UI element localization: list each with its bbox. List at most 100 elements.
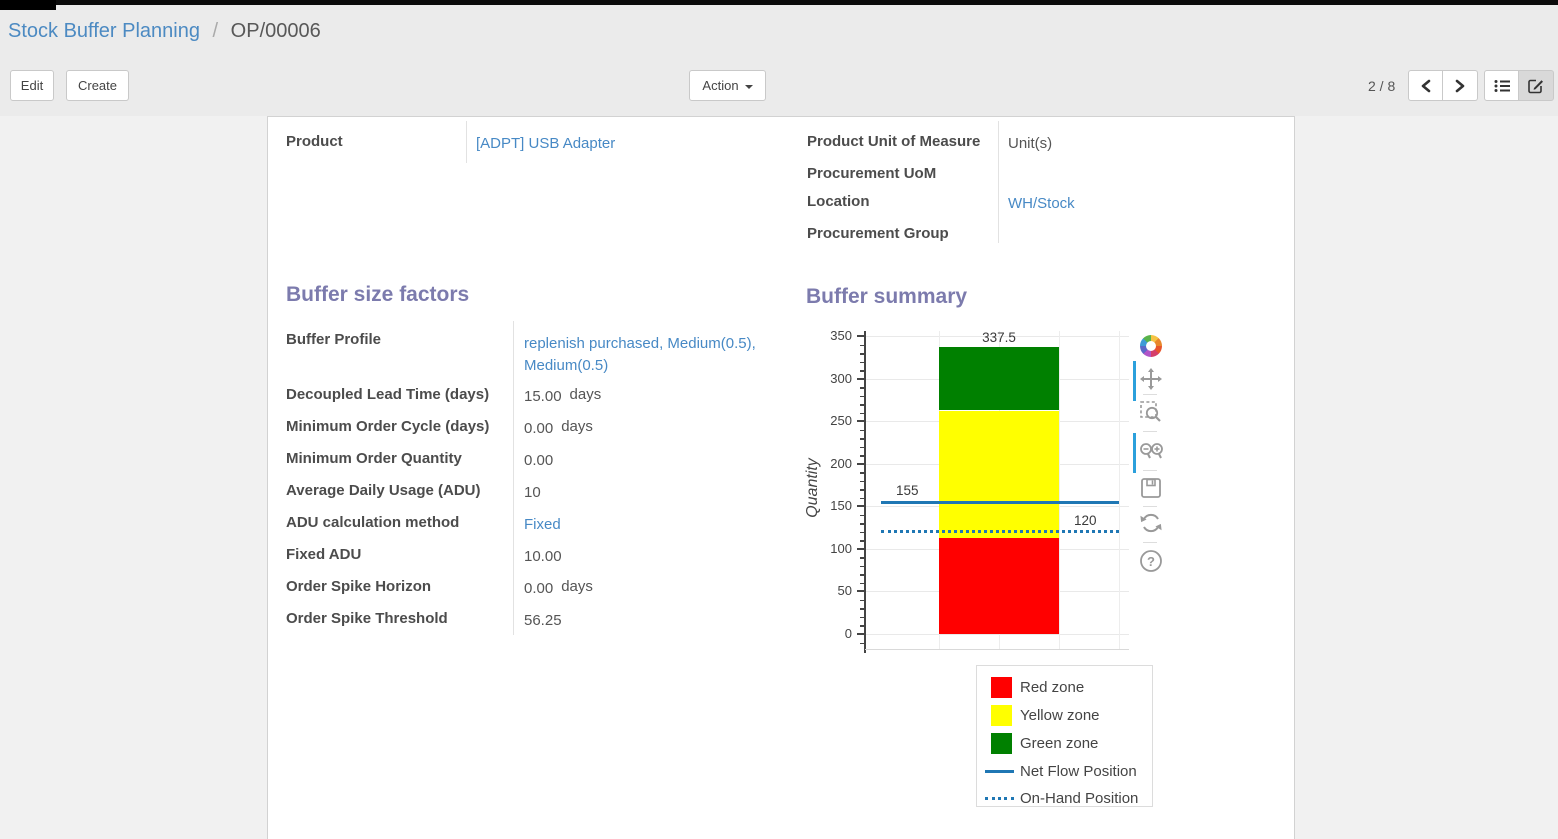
- buffer-size-factors-title: Buffer size factors: [286, 283, 470, 306]
- y-axis-line: [864, 331, 866, 653]
- y-minor-tick: [860, 565, 865, 568]
- legend-item-4[interactable]: On-Hand Position: [977, 786, 1154, 812]
- y-axis-title: Quantity: [804, 458, 821, 518]
- y-minor-tick: [860, 438, 865, 440]
- zoom-in-out-icon[interactable]: [1138, 438, 1164, 464]
- create-button[interactable]: Create: [66, 70, 129, 101]
- factor-label-2: Minimum Order Cycle (days): [286, 418, 490, 435]
- view-switcher: [1484, 70, 1554, 101]
- legend-label-1: Yellow zone: [1020, 707, 1100, 724]
- y-minor-tick: [860, 455, 865, 457]
- zoom-box-icon[interactable]: [1138, 399, 1164, 425]
- y-minor-tick: [860, 472, 865, 474]
- legend-swatch-0: [991, 677, 1012, 698]
- edit-form-icon: [1528, 79, 1543, 93]
- factor-value-suffix-1: days: [569, 386, 602, 403]
- pager-next-button[interactable]: [1443, 70, 1478, 101]
- field-value-2[interactable]: WH/Stock: [1008, 195, 1075, 212]
- reset-axes-icon[interactable]: [1138, 510, 1164, 536]
- save-icon[interactable]: [1138, 475, 1164, 501]
- pan-icon[interactable]: [1138, 366, 1164, 392]
- help-icon[interactable]: ?: [1138, 548, 1164, 574]
- factor-label-8: Order Spike Threshold: [286, 610, 448, 627]
- y-major-tick: [857, 633, 865, 635]
- product-value-link[interactable]: [ADPT] USB Adapter: [476, 135, 616, 152]
- on-hand-line: [881, 530, 1119, 534]
- top-nav-bar: [0, 0, 1558, 5]
- y-minor-tick: [860, 480, 865, 483]
- form-sheet: Product [ADPT] USB Adapter Product Unit …: [267, 116, 1295, 839]
- y-tick-label: 100: [830, 540, 852, 556]
- chevron-down-icon: [744, 84, 753, 89]
- action-button-label: Action: [702, 78, 739, 93]
- y-tick-label: 300: [830, 370, 852, 386]
- y-major-tick: [857, 505, 865, 508]
- pager-previous-button[interactable]: [1408, 70, 1443, 101]
- legend-item-1[interactable]: Yellow zone: [977, 703, 1154, 729]
- x-gridline: [1119, 331, 1120, 649]
- legend-label-4: On-Hand Position: [1020, 790, 1139, 807]
- legend-label-0: Red zone: [1020, 679, 1085, 696]
- factor-value-4: 10: [524, 484, 541, 501]
- y-minor-tick: [860, 361, 865, 364]
- factor-value-0[interactable]: replenish purchased, Medium(0.5), Medium…: [524, 335, 756, 374]
- legend-item-3[interactable]: Net Flow Position: [977, 759, 1154, 785]
- list-view-button[interactable]: [1484, 70, 1519, 101]
- factor-value-suffix-7: days: [561, 578, 593, 595]
- y-minor-tick: [860, 608, 865, 610]
- y-major-tick: [857, 377, 865, 380]
- column-separator: [998, 121, 999, 243]
- y-minor-tick: [860, 353, 865, 355]
- y-tick-label: 0: [844, 626, 852, 641]
- chart-legend: Red zone Yellow zone Green zone Net Flow Po…: [976, 665, 1153, 807]
- action-button[interactable]: Action: [689, 70, 766, 101]
- y-major-tick: [857, 462, 865, 465]
- y-minor-tick: [860, 489, 865, 491]
- y-tick-label: 200: [830, 455, 852, 471]
- y-minor-tick: [860, 404, 865, 406]
- factor-value-suffix-2: days: [561, 418, 593, 435]
- legend-swatch-3: [985, 770, 1014, 773]
- y-minor-tick: [860, 557, 865, 559]
- chevron-right-icon: [1455, 79, 1465, 92]
- factor-value-3: 0.00: [524, 452, 554, 469]
- y-major-tick: [857, 590, 865, 593]
- y-major-tick: [857, 420, 865, 423]
- edit-button[interactable]: Edit: [10, 70, 54, 101]
- y-minor-tick: [860, 497, 865, 500]
- legend-item-2[interactable]: Green zone: [977, 731, 1154, 757]
- factor-label-0: Buffer Profile: [286, 331, 382, 348]
- header-band: [0, 0, 1558, 116]
- form-view-button[interactable]: [1519, 70, 1554, 101]
- y-tick-label: 50: [837, 583, 852, 599]
- y-minor-tick: [860, 446, 865, 449]
- field-label-0: Product Unit of Measure: [807, 133, 981, 150]
- factor-label-1: Decoupled Lead Time (days): [286, 386, 490, 403]
- factor-value-7: 0.00 days: [524, 578, 593, 597]
- factor-label-3: Minimum Order Quantity: [286, 450, 462, 467]
- y-minor-tick: [860, 387, 865, 389]
- y-minor-tick: [860, 616, 865, 619]
- column-separator: [466, 121, 467, 163]
- factor-label-6: Fixed ADU: [286, 546, 362, 563]
- factor-value-8: 56.25: [524, 612, 562, 629]
- modebar-active-bar: [1133, 433, 1136, 473]
- factor-value-5[interactable]: Fixed: [524, 516, 561, 533]
- product-label: Product: [286, 133, 343, 150]
- y-minor-tick: [860, 370, 865, 372]
- y-major-tick: [857, 335, 865, 337]
- top-nav-active-tab: [0, 0, 56, 10]
- modebar-divider: [1143, 542, 1157, 543]
- field-value-0: Unit(s): [1008, 135, 1053, 152]
- factor-value-1: 15.00 days: [524, 386, 602, 405]
- plotly-logo-icon[interactable]: [1138, 333, 1164, 359]
- y-minor-tick: [860, 540, 865, 542]
- breadcrumb-link[interactable]: Stock Buffer Planning: [8, 20, 200, 42]
- y-minor-tick: [860, 582, 865, 585]
- y-minor-tick: [860, 642, 865, 644]
- factor-value-6: 10.00: [524, 548, 562, 565]
- legend-item-0[interactable]: Red zone: [977, 675, 1154, 701]
- y-gridline: [865, 634, 1129, 635]
- modebar-divider: [1143, 431, 1157, 432]
